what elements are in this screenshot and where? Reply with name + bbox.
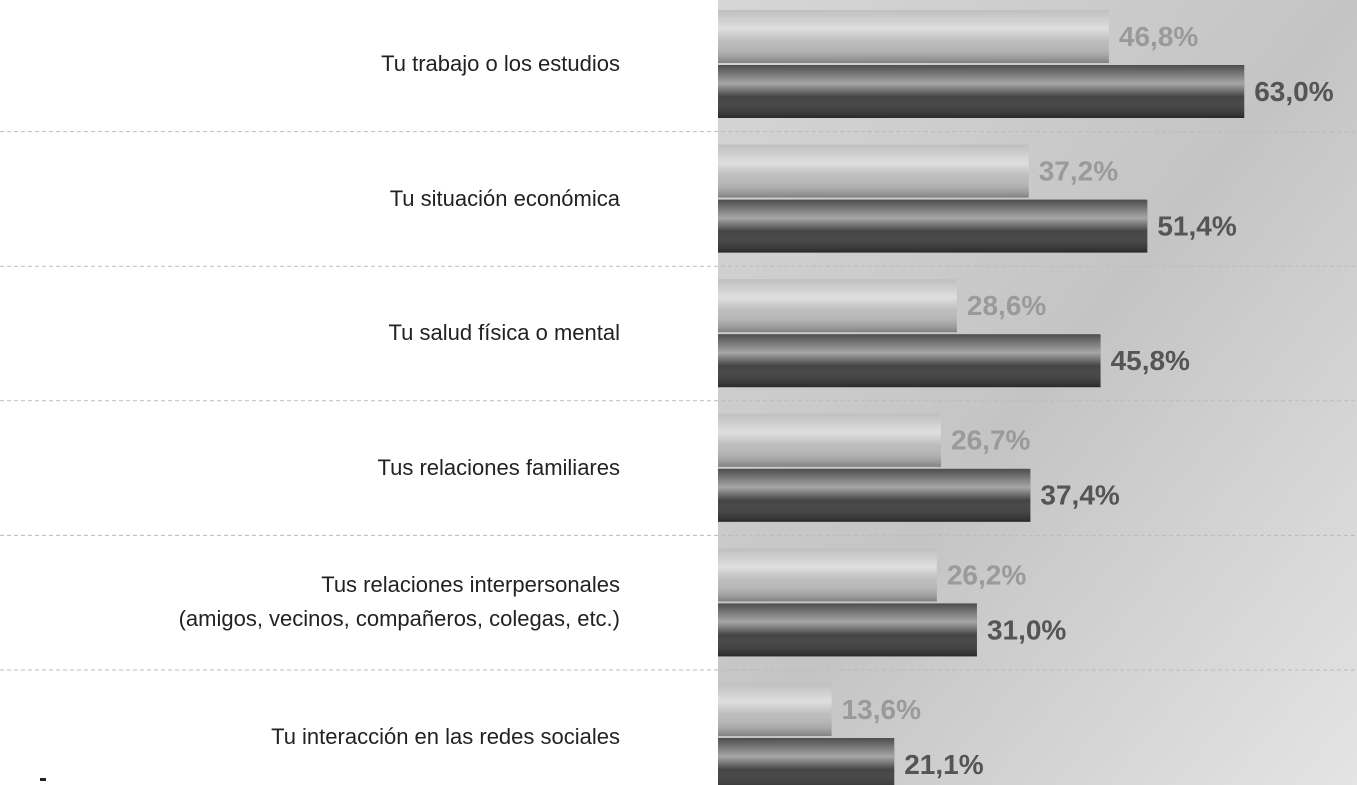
value-label: 26,7% xyxy=(951,425,1030,456)
bar-shine xyxy=(718,603,977,657)
value-label: 26,2% xyxy=(947,559,1026,590)
dash xyxy=(40,778,46,781)
category-label: Tus relaciones interpersonales (amigos, … xyxy=(178,572,620,632)
value-label: 31,0% xyxy=(987,614,1066,645)
value-label: 21,1% xyxy=(904,749,983,780)
bar-shine xyxy=(718,413,942,467)
bar-shine xyxy=(718,334,1101,388)
bar-shine xyxy=(718,683,832,736)
bar-shine xyxy=(718,468,1031,522)
category-label: Tu salud física o mental xyxy=(388,320,620,346)
value-label: 28,6% xyxy=(967,290,1046,321)
bar-shine xyxy=(718,144,1029,198)
bar-shine xyxy=(718,279,957,333)
category-label: Tus relaciones familiares xyxy=(377,454,621,480)
bar-shine xyxy=(718,10,1109,63)
bar-shine xyxy=(718,738,895,785)
value-label: 37,4% xyxy=(1040,480,1119,511)
bar-shine xyxy=(718,65,1245,118)
category-label: Tu interacción en las redes sociales xyxy=(271,724,620,749)
value-label: 51,4% xyxy=(1157,210,1236,241)
bar-shine xyxy=(718,548,937,602)
category-label: Tu trabajo o los estudios xyxy=(381,51,620,76)
value-label: 63,0% xyxy=(1254,76,1333,107)
value-label: 45,8% xyxy=(1111,345,1190,376)
value-label: 13,6% xyxy=(842,694,921,725)
value-label: 46,8% xyxy=(1119,21,1198,52)
bar-shine xyxy=(718,199,1148,253)
category-label: Tu situación económica xyxy=(389,185,620,211)
value-label: 37,2% xyxy=(1039,155,1118,186)
